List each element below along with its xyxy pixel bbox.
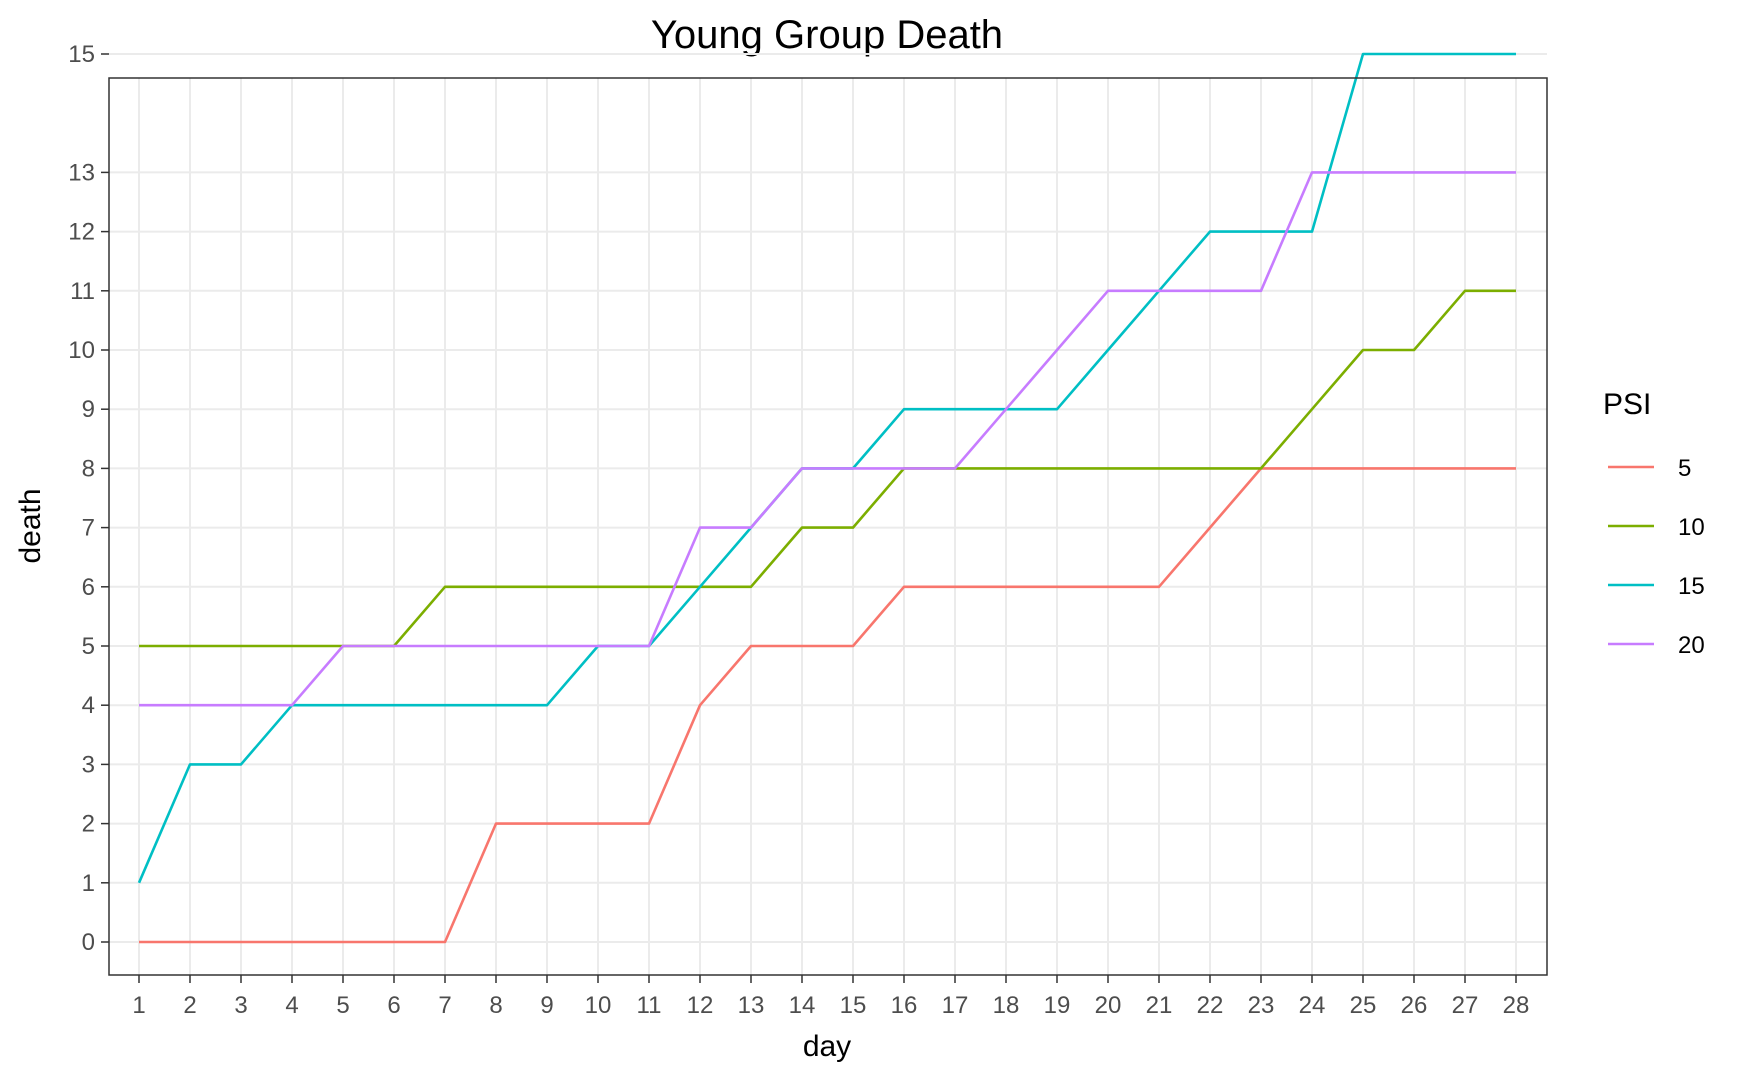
x-tick-label: 8: [489, 992, 502, 1019]
legend-label-10: 10: [1678, 514, 1705, 541]
y-tick-label: 5: [82, 633, 95, 660]
legend-label-20: 20: [1678, 632, 1705, 659]
x-tick-label: 26: [1401, 992, 1428, 1019]
x-tick-label: 13: [738, 992, 765, 1019]
legend-label-15: 15: [1678, 573, 1705, 600]
y-tick-label: 8: [82, 455, 95, 482]
x-tick-label: 7: [438, 992, 451, 1019]
plot-border: [108, 77, 1548, 976]
x-tick-label: 1: [132, 992, 145, 1019]
x-tick-label: 12: [687, 992, 714, 1019]
x-tick-label: 18: [993, 992, 1020, 1019]
x-axis-title: day: [803, 1030, 851, 1063]
y-tick-label: 7: [82, 515, 95, 542]
y-tick-label: 6: [82, 574, 95, 601]
series-lines: [137, 52, 1516, 944]
series-line-5: [139, 467, 1516, 944]
legend: PSI 5 10 15 20: [1603, 388, 1705, 659]
x-tick-label: 16: [891, 992, 918, 1019]
x-tick-label: 21: [1146, 992, 1173, 1019]
y-tick-label: 15: [68, 41, 95, 68]
axes: 1 2 3 4 5 6 7 8 9 10 11 12 13 14 15 16 17 18 19 20 21 22 23 24 2…: [68, 41, 1529, 1019]
y-tick-label: 11: [70, 278, 95, 305]
x-tick-label: 23: [1248, 992, 1275, 1019]
y-tick-label: 1: [82, 870, 95, 897]
x-tick-label: 4: [285, 992, 298, 1019]
x-tick-label: 20: [1095, 992, 1122, 1019]
legend-title: PSI: [1603, 388, 1651, 421]
y-tick-label: 13: [68, 159, 95, 186]
x-tick-label: 14: [789, 992, 816, 1019]
x-tick-label: 28: [1503, 992, 1530, 1019]
y-tick-label: 12: [68, 219, 95, 246]
y-tick-label: 4: [82, 692, 95, 719]
y-tick-label: 0: [82, 929, 95, 956]
chart-title: Young Group Death: [651, 13, 1003, 57]
y-tick-label: 2: [82, 811, 95, 838]
x-tick-label: 6: [387, 992, 400, 1019]
legend-label-5: 5: [1678, 455, 1691, 482]
x-tick-label: 24: [1299, 992, 1326, 1019]
x-tick-label: 2: [183, 992, 196, 1019]
x-tick-label: 5: [336, 992, 349, 1019]
x-tick-label: 25: [1350, 992, 1377, 1019]
x-tick-label: 11: [637, 992, 662, 1019]
x-tick-label: 22: [1197, 992, 1224, 1019]
x-tick-label: 3: [234, 992, 247, 1019]
x-tick-label: 27: [1452, 992, 1479, 1019]
x-tick-label: 19: [1044, 992, 1071, 1019]
y-tick-label: 9: [82, 396, 95, 423]
y-tick-label: 10: [68, 337, 95, 364]
x-tick-label: 17: [942, 992, 969, 1019]
y-axis-title: death: [14, 488, 47, 563]
y-tick-label: 3: [82, 751, 95, 778]
x-tick-label: 10: [585, 992, 612, 1019]
x-tick-label: 9: [540, 992, 553, 1019]
x-tick-label: 15: [840, 992, 867, 1019]
series-line-20: [139, 171, 1516, 707]
